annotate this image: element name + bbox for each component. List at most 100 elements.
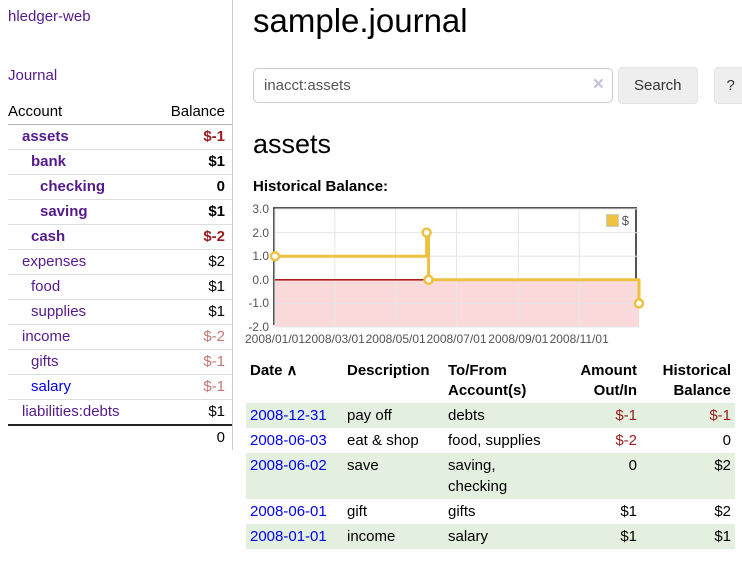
data-point-marker (421, 227, 432, 238)
transaction-amount: $1 (620, 503, 637, 520)
account-link[interactable]: food (31, 278, 61, 295)
transaction-accounts: gifts (448, 503, 476, 520)
account-row: income $-2 (8, 324, 232, 350)
y-axis-tick-label: 1.0 (252, 249, 269, 264)
chart-title: Historical Balance: (253, 178, 389, 195)
account-row: assets $-1 (8, 124, 232, 150)
account-balance: $-1 (152, 124, 232, 150)
transaction-date-link[interactable]: 2008-06-01 (250, 503, 327, 520)
search-button[interactable]: Search (618, 67, 698, 104)
transaction-balance: 0 (722, 432, 731, 449)
legend-label: $ (621, 213, 629, 228)
transaction-date-link[interactable]: 2008-06-03 (250, 432, 327, 449)
transaction-row: 2008-01-01 income salary $1 $1 (246, 524, 735, 549)
account-row: saving $1 (8, 199, 232, 225)
account-row: checking 0 (8, 174, 232, 200)
transaction-description: income (347, 528, 396, 545)
transaction-amount: 0 (628, 457, 637, 474)
transaction-accounts: salary (448, 528, 489, 545)
account-row: gifts $-1 (8, 349, 232, 375)
transaction-row: 2008-06-02 save saving, checking 0 $2 (246, 453, 735, 499)
transaction-accounts: saving, checking (448, 457, 508, 495)
legend-swatch-icon (605, 214, 619, 227)
account-link[interactable]: expenses (22, 253, 87, 270)
account-row: food $1 (8, 274, 232, 300)
clear-search-icon[interactable]: × (592, 74, 604, 95)
transaction-balance: $-1 (709, 407, 731, 424)
accounts-table: Account Balance assets $-1 bank $1 check… (8, 100, 232, 450)
account-balance: $1 (152, 399, 232, 426)
historical-balance-chart: $ 3.0 2.0 1.0 0.0 -1.0 -2.0 2008/01/01 2008/03/… (245, 201, 734, 349)
account-row: liabilities:debts $1 (8, 399, 232, 426)
accounts-header-balance: Balance (152, 100, 232, 125)
sidebar: hledger-web Journal Account Balance asse… (0, 0, 233, 450)
column-header-balance: Historical Balance (662, 362, 731, 399)
account-link[interactable]: salary (31, 378, 72, 395)
transaction-row: 2008-06-01 gift gifts $1 $2 (246, 499, 735, 524)
transaction-amount: $-2 (615, 432, 637, 449)
transactions-table: Date ∧ Description To/From Account(s) Amo… (246, 359, 735, 549)
account-row: bank $1 (8, 149, 232, 175)
account-link[interactable]: gifts (31, 353, 59, 370)
transaction-amount: $1 (620, 528, 637, 545)
column-header-amount: Amount Out/In (580, 362, 637, 399)
account-link[interactable]: supplies (31, 303, 87, 320)
x-axis-tick-label: 2008/03/01 (304, 332, 365, 346)
account-balance: $1 (152, 149, 232, 175)
transaction-date-link[interactable]: 2008-01-01 (250, 528, 327, 545)
account-balance: $1 (152, 274, 232, 300)
transaction-row: 2008-06-03 eat & shop food, supplies $-2… (246, 428, 735, 453)
transaction-date-link[interactable]: 2008-06-02 (250, 457, 327, 474)
transaction-balance: $1 (714, 528, 731, 545)
transaction-balance: $2 (714, 503, 731, 520)
transaction-description: gift (347, 503, 368, 520)
transaction-description: save (347, 457, 379, 474)
account-row: cash $-2 (8, 224, 232, 250)
accounts-total-row: 0 (8, 424, 232, 450)
column-header-description: Description (347, 362, 430, 379)
sidebar-item-journal[interactable]: Journal (8, 67, 58, 84)
accounts-header-account: Account (8, 100, 153, 125)
transaction-amount: $-1 (615, 407, 637, 424)
transaction-accounts: food, supplies (448, 432, 541, 449)
y-axis-tick-label: -2.0 (248, 320, 269, 334)
transaction-balance: $2 (714, 457, 731, 474)
account-link[interactable]: saving (40, 203, 88, 220)
account-balance: $2 (152, 249, 232, 275)
account-link[interactable]: cash (31, 228, 66, 245)
account-row: salary $-1 (8, 374, 232, 400)
transaction-description: eat & shop (347, 432, 419, 449)
column-header-date[interactable]: Date ∧ (250, 362, 298, 379)
account-heading: assets (253, 129, 332, 159)
account-row: expenses $2 (8, 249, 232, 275)
transaction-row: 2008-12-31 pay off debts $-1 $-1 (246, 403, 735, 428)
sort-asc-icon: ∧ (286, 362, 298, 379)
search-bar: × Search ? (253, 67, 742, 104)
page-title: sample.journal (253, 2, 468, 39)
app-title-link[interactable]: hledger-web (8, 8, 91, 25)
x-axis-tick-label: 2008/09/01 (488, 332, 549, 346)
account-link[interactable]: bank (31, 153, 67, 170)
account-link[interactable]: liabilities:debts (22, 403, 120, 420)
account-balance: $-1 (152, 349, 232, 375)
search-input[interactable] (253, 68, 613, 103)
account-balance: $-2 (152, 324, 232, 350)
account-balance: $1 (152, 199, 232, 225)
data-point-marker (423, 274, 434, 286)
account-link[interactable]: assets (22, 128, 69, 145)
column-header-accounts: To/From Account(s) (448, 362, 527, 399)
account-link[interactable]: checking (40, 178, 106, 195)
transaction-description: pay off (347, 407, 392, 424)
y-axis-tick-label: 0.0 (252, 272, 269, 287)
account-balance: $1 (152, 299, 232, 325)
y-axis-tick-label: 3.0 (252, 202, 269, 216)
chart-legend: $ (603, 212, 631, 229)
account-link[interactable]: income (22, 328, 71, 345)
x-axis-tick-label: 2008/01/01 (244, 332, 306, 346)
x-axis-tick-label: 2008/05/01 (365, 332, 426, 346)
help-button[interactable]: ? (713, 67, 742, 104)
transaction-accounts: debts (448, 407, 485, 424)
y-axis-tick-label: 2.0 (252, 225, 269, 240)
accounts-total: 0 (152, 424, 232, 450)
transaction-date-link[interactable]: 2008-12-31 (250, 407, 327, 424)
